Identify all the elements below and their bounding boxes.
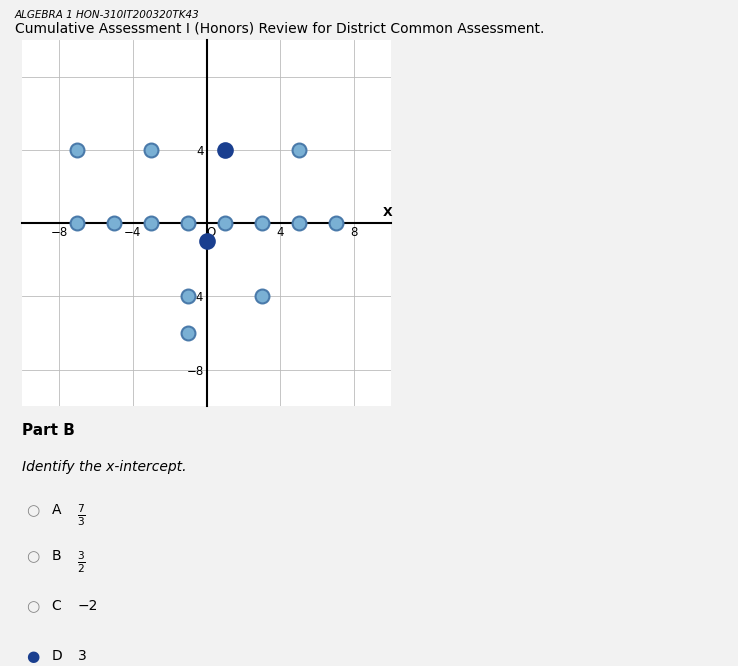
- Point: [256, 218, 268, 228]
- Text: B: B: [52, 549, 61, 563]
- Point: [182, 218, 194, 228]
- Text: Part B: Part B: [22, 423, 75, 438]
- Text: ALGEBRA 1 HON-310IT200320TK43: ALGEBRA 1 HON-310IT200320TK43: [15, 10, 199, 20]
- Text: ●: ●: [26, 649, 39, 665]
- Point: [145, 145, 157, 155]
- Point: [145, 218, 157, 228]
- Text: Identify the x-intercept.: Identify the x-intercept.: [22, 460, 187, 474]
- Point: [182, 328, 194, 338]
- Point: [256, 291, 268, 302]
- Point: [182, 291, 194, 302]
- Text: C: C: [52, 599, 61, 613]
- Text: Cumulative Assessment I (Honors) Review for District Common Assessment.: Cumulative Assessment I (Honors) Review …: [15, 21, 544, 35]
- Point: [330, 218, 342, 228]
- Text: $\frac{3}{2}$: $\frac{3}{2}$: [77, 549, 86, 575]
- Point: [108, 218, 120, 228]
- Text: −2: −2: [77, 599, 98, 613]
- Text: A: A: [52, 503, 61, 517]
- Text: D: D: [52, 649, 63, 663]
- Text: 3: 3: [77, 649, 86, 663]
- Point: [72, 218, 83, 228]
- Text: ○: ○: [26, 503, 39, 518]
- Text: X: X: [382, 206, 393, 218]
- Point: [201, 236, 213, 246]
- Point: [72, 145, 83, 155]
- Point: [293, 218, 305, 228]
- Text: ○: ○: [26, 599, 39, 615]
- Point: [219, 145, 231, 155]
- Text: $\frac{7}{3}$: $\frac{7}{3}$: [77, 503, 86, 528]
- Point: [219, 218, 231, 228]
- Point: [293, 145, 305, 155]
- Text: ○: ○: [26, 549, 39, 565]
